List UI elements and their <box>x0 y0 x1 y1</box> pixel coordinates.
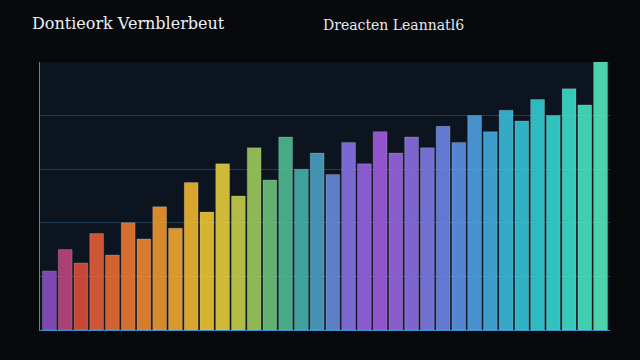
svg-text:Dreacten Leannatl6: Dreacten Leannatl6 <box>323 17 464 33</box>
svg-text:Dontieork Vernblerbeut: Dontieork Vernblerbeut <box>32 14 225 33</box>
